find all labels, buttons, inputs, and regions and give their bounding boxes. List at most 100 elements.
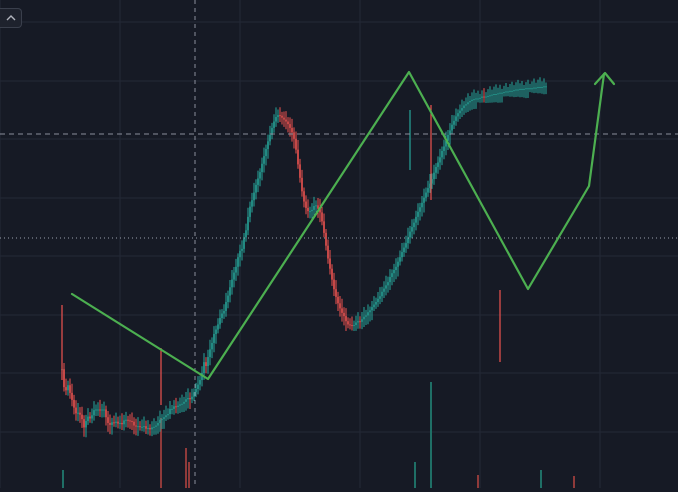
candle-body [109, 422, 111, 425]
candle-body [529, 88, 531, 90]
candle-body [437, 162, 439, 167]
candle-body [387, 282, 389, 286]
candle-body [429, 183, 431, 189]
candle-body [79, 412, 81, 415]
candle-body [175, 406, 177, 408]
candle-body [543, 86, 545, 88]
candle-body [481, 96, 483, 98]
candle-body [121, 422, 123, 425]
candle-body [533, 87, 535, 89]
candle-body [411, 227, 413, 232]
candle-body [117, 421, 119, 424]
candle-body [133, 421, 135, 426]
candle-body [497, 93, 499, 95]
candle-body [515, 89, 517, 91]
candle-body [227, 295, 229, 302]
candle-body [377, 298, 379, 302]
candle-body [325, 232, 327, 246]
candle-body [317, 205, 319, 209]
volume-bar [62, 470, 64, 488]
candle-body [371, 307, 373, 311]
candle-body [367, 312, 369, 316]
arrow-head [593, 71, 616, 86]
candle-body [491, 94, 493, 96]
candle-body [145, 426, 147, 429]
pattern-annotation [70, 70, 616, 381]
candle-body [143, 426, 145, 428]
candle-body [247, 216, 249, 231]
candle-body [365, 315, 367, 317]
candle-body [473, 99, 475, 101]
candle-body [311, 209, 313, 212]
candle-body [297, 149, 299, 165]
candle-body [127, 419, 129, 421]
candle-body [73, 399, 75, 408]
candle-body [235, 266, 237, 273]
candle-body [527, 88, 529, 90]
candle-body [503, 92, 505, 94]
candle-body [379, 296, 381, 299]
candle-body [373, 304, 375, 308]
candle-body [103, 409, 105, 411]
candle-body [63, 369, 65, 388]
candle-body [271, 127, 273, 135]
candle-body [545, 86, 547, 88]
volume-bar [160, 418, 162, 488]
candle-body [147, 428, 149, 430]
candle-body [199, 380, 201, 385]
candle-body [381, 291, 383, 297]
candle-body [399, 257, 401, 262]
candle-body [359, 321, 361, 323]
candle-body [249, 206, 251, 217]
price-candles [61, 77, 547, 438]
candle-body [245, 230, 247, 238]
candle-body [281, 115, 283, 118]
candle-body [81, 414, 83, 420]
candle-body [153, 426, 155, 428]
candle-body [193, 392, 195, 397]
candle-body [177, 405, 179, 407]
candle-body [537, 86, 539, 88]
candle-body [415, 216, 417, 223]
candle-body [309, 211, 311, 213]
candle-body [431, 179, 433, 184]
candle-body [181, 403, 183, 405]
candle-body [159, 419, 161, 423]
candle-body [471, 99, 473, 102]
candle-body [179, 404, 181, 406]
candle-body [487, 95, 489, 97]
candle-body [469, 101, 471, 103]
candle-body [237, 257, 239, 267]
candle-body [363, 316, 365, 320]
candle-body [499, 92, 501, 94]
candle-body [149, 428, 151, 430]
candle-body [331, 268, 333, 280]
candle-body [333, 279, 335, 290]
candle-body [337, 296, 339, 304]
candle-body [405, 243, 407, 248]
candle-body [105, 409, 107, 418]
chevron-up-icon[interactable] [0, 8, 22, 28]
candle-body [131, 421, 133, 423]
candle-body [183, 401, 185, 404]
candle-body [173, 406, 175, 409]
candle-body [285, 119, 287, 122]
candle-body [383, 288, 385, 292]
candle-body [539, 86, 541, 88]
volume-bar [573, 476, 575, 488]
candle-body [205, 362, 207, 366]
candle-body [77, 412, 79, 414]
candle-body [389, 277, 391, 283]
candle-body [451, 124, 453, 131]
candle-body [455, 116, 457, 121]
volume-bar [185, 448, 187, 488]
volume-bars [62, 382, 575, 488]
candle-body [413, 222, 415, 228]
candle-body [425, 192, 427, 198]
candle-body [541, 86, 543, 88]
candle-body [423, 197, 425, 203]
candle-body [493, 94, 495, 95]
